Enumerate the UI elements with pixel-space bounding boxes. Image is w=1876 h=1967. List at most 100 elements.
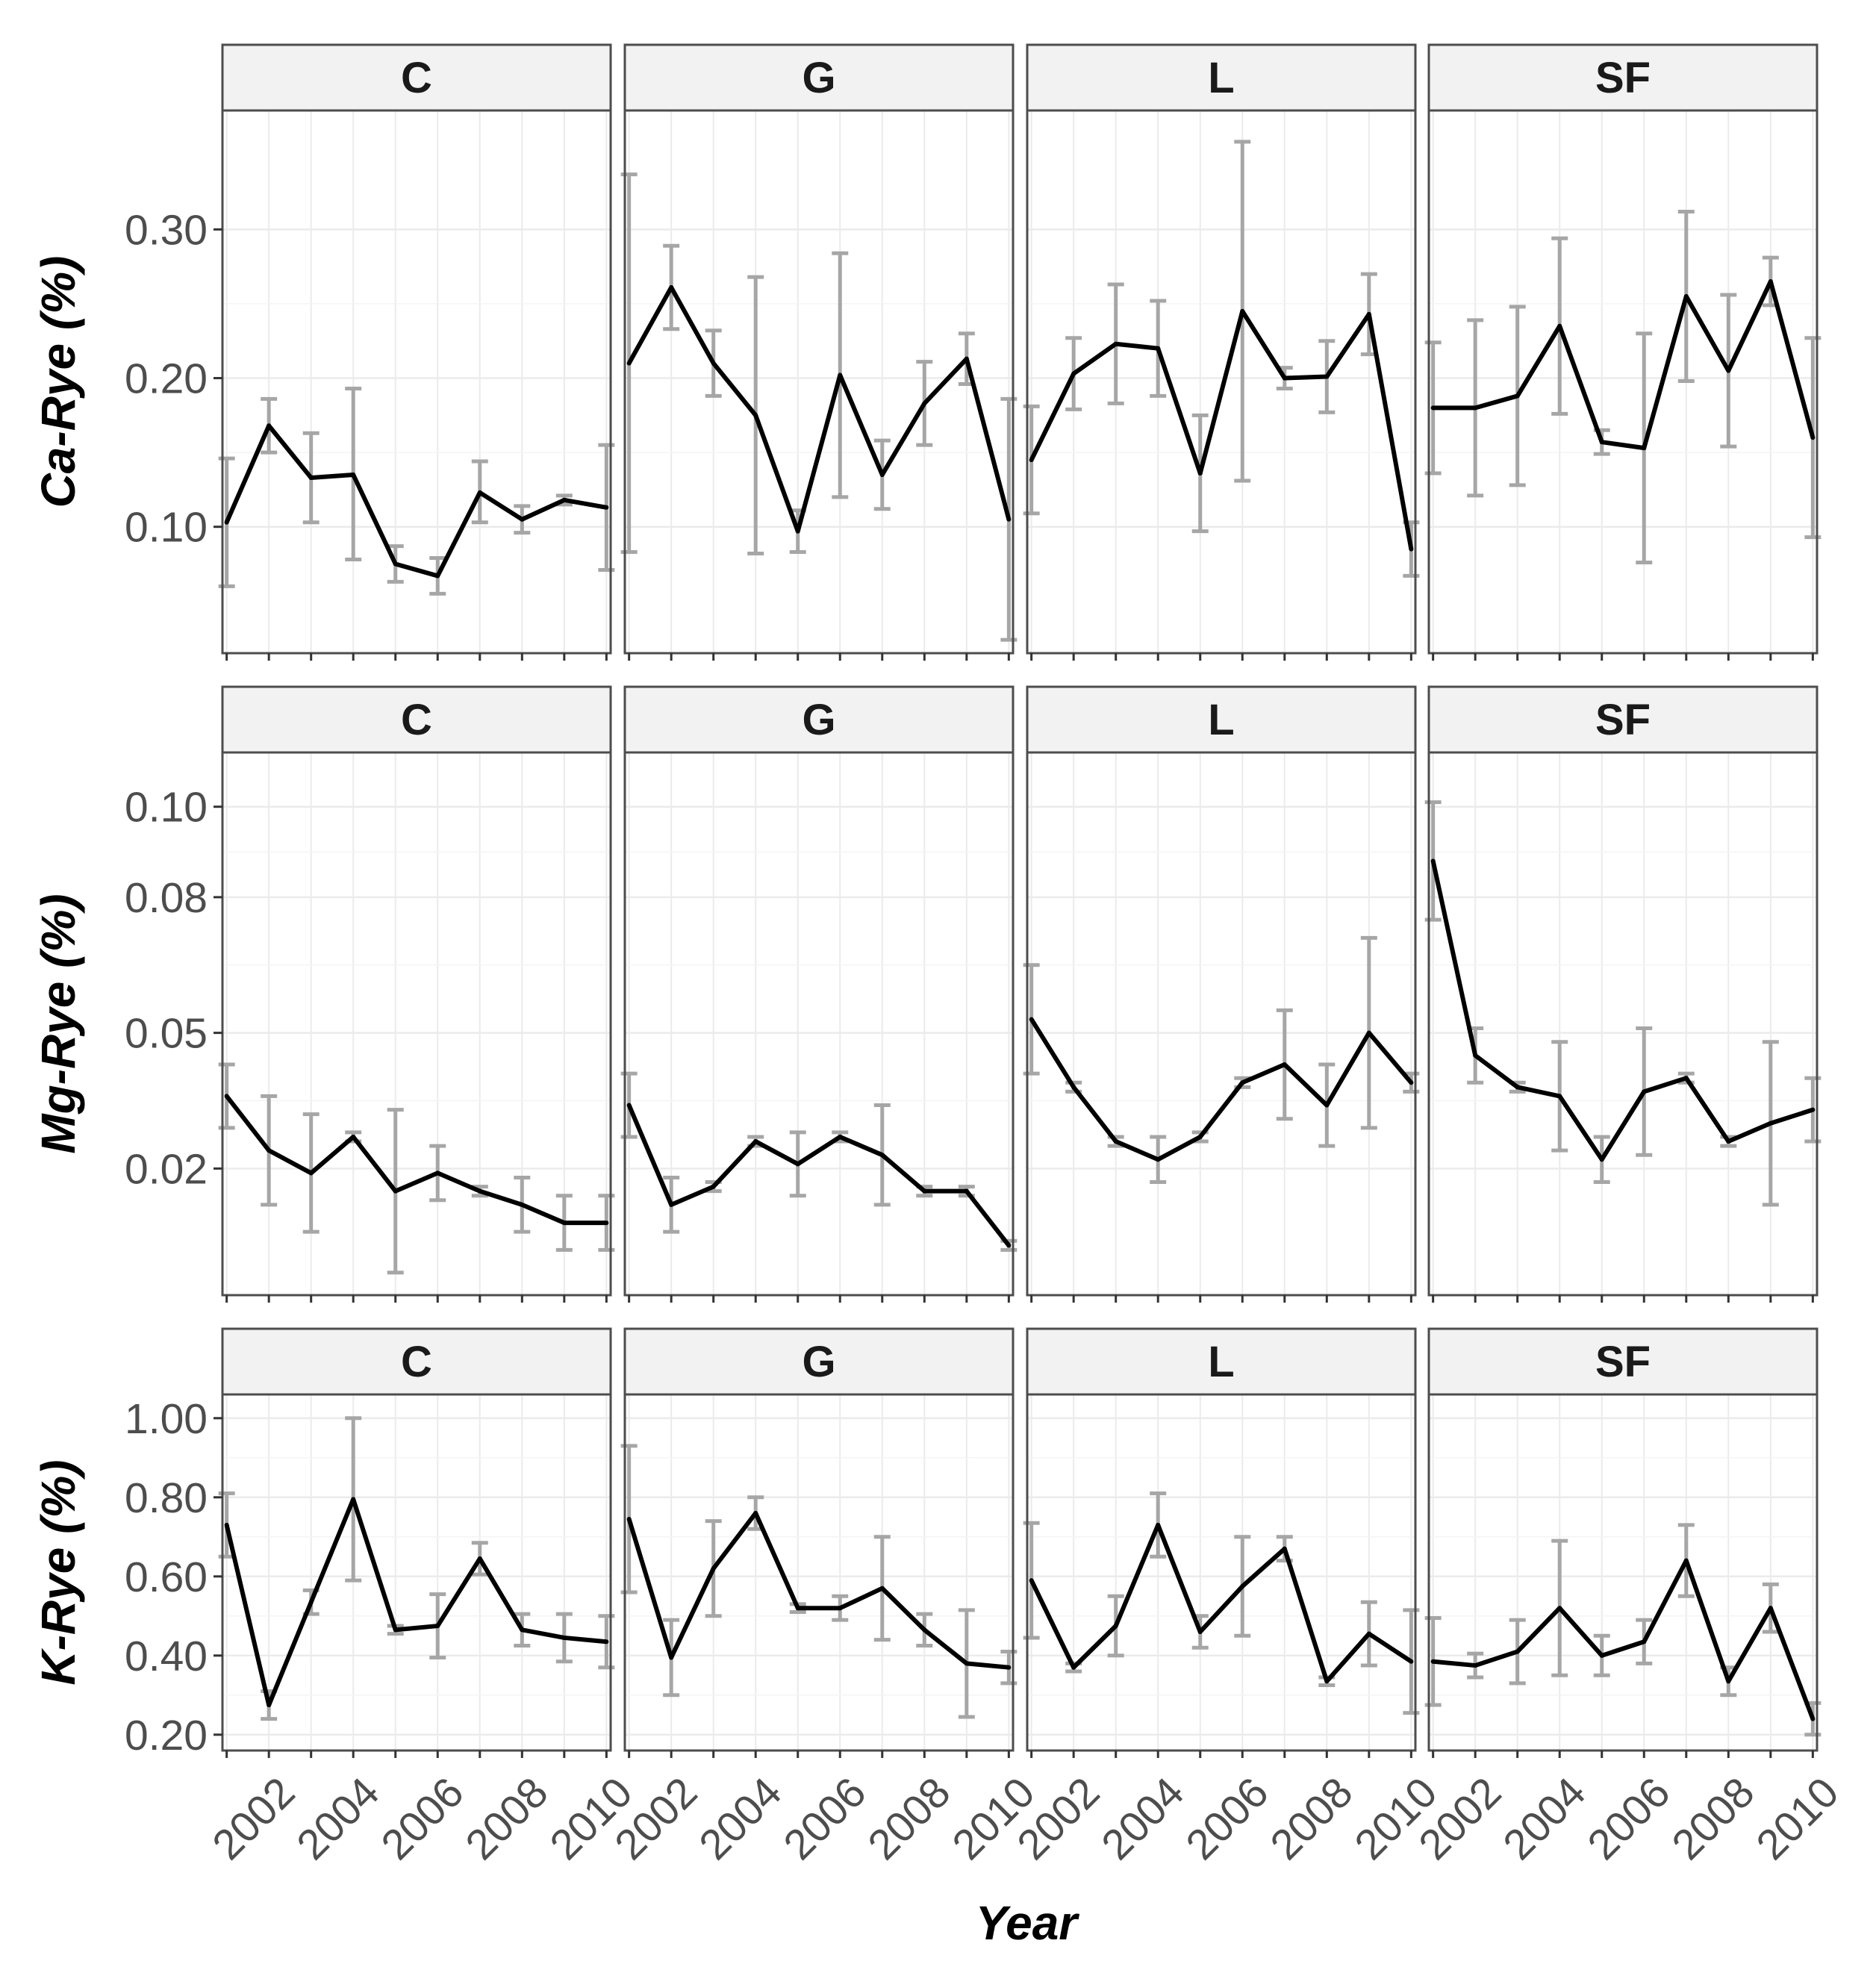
data-point [351,1497,356,1502]
data-point [561,1635,567,1640]
data-point [351,1134,356,1139]
data-point [1768,279,1773,284]
facet-panel-1-1: G [620,685,1018,1303]
series-line [626,1511,1009,1670]
x-tick-label: 2008 [859,1768,960,1869]
data-point [1409,1080,1414,1085]
data-point [838,1134,843,1139]
data-point [1430,1659,1436,1664]
data-point [351,472,356,477]
panel-background [1027,1394,1415,1751]
series-line [224,1497,607,1708]
data-point [1282,375,1287,381]
data-point [604,1639,609,1645]
panel-background [1429,1394,1817,1751]
y-tick-label: 0.30 [125,206,208,254]
y-tick-label: 0.08 [125,874,208,922]
data-point [1642,1089,1647,1094]
data-point [267,423,272,428]
y-axis-title: K-Rye (%) [31,1459,85,1685]
facet-strip [623,1327,1015,1396]
data-point [1599,1653,1604,1658]
data-point [308,475,314,480]
data-point [626,361,632,366]
data-point [1029,1578,1034,1583]
facet-strip-label: G [802,54,835,102]
data-point [838,1606,843,1611]
data-point [711,1566,716,1571]
y-tick-label: 0.40 [125,1633,208,1680]
data-point [1599,1157,1604,1162]
data-point [1557,1606,1562,1611]
data-point [1683,1558,1689,1563]
facet-panel-1-3: SF [1424,685,1822,1303]
y-tick-label: 0.02 [125,1145,208,1193]
data-point [308,1600,314,1605]
data-point [922,1627,927,1633]
data-point [964,1661,969,1666]
data-point [1557,323,1562,328]
panel-background [1027,110,1415,653]
data-point [1642,446,1647,451]
y-tick-label: 0.20 [125,1712,208,1759]
data-point [1473,1053,1478,1058]
data-point [922,401,927,406]
panel-border [1427,751,1819,1297]
facet-strip [221,1327,612,1396]
data-point [669,285,674,290]
data-point [1473,1663,1478,1668]
data-point [1156,346,1161,351]
data-point [1726,368,1731,373]
data-point [1113,1139,1118,1144]
facet-strip [1026,1327,1417,1396]
data-point [1197,1134,1203,1139]
data-point [1473,405,1478,411]
y-tick-label: 0.05 [125,1010,208,1058]
data-point [1197,470,1203,476]
data-point [477,490,482,495]
data-point [1683,1076,1689,1081]
data-point [1366,1030,1371,1035]
panel-background [1027,752,1415,1295]
x-tick-label: 2002 [203,1768,304,1869]
facet-strip [221,685,612,754]
series-line [225,1094,607,1226]
data-point [224,1522,229,1527]
facet-strip [221,43,612,112]
facet-strip-label: SF [1595,54,1651,102]
facet-panel-0-0: C 0.10 0.20 0.30 [125,43,615,661]
panel-border [1427,109,1819,655]
data-point [1282,1546,1287,1551]
data-point [520,517,525,522]
data-point [308,1170,314,1176]
panel-border [623,751,1015,1297]
y-tick-label: 0.60 [125,1553,208,1601]
y-tick-label: 1.00 [125,1395,208,1443]
facet-strip-label: G [802,696,835,744]
data-point [224,1094,229,1099]
x-tick-label: 2004 [690,1768,791,1869]
data-point [477,1188,482,1194]
panel-border [221,109,612,655]
data-point [1006,1243,1012,1248]
data-point [1726,1139,1731,1144]
data-point [753,1139,758,1144]
series-line [1029,1522,1412,1684]
x-tick-label: 2004 [1494,1768,1595,1869]
x-tick-label: 2008 [1663,1768,1764,1869]
panel-background [222,752,611,1295]
facet-strip-label: G [802,1338,835,1386]
facet-strip-label: C [401,696,432,744]
data-point [1006,1665,1012,1670]
series-line [1433,279,1816,451]
data-point [1071,1665,1076,1670]
data-point [1240,308,1245,314]
panel-border [221,751,612,1297]
data-point [1366,1631,1371,1636]
data-point [393,1188,398,1194]
data-point [1156,1157,1161,1162]
facet-panel-1-2: L [1023,685,1420,1303]
panel-border [1026,751,1417,1297]
